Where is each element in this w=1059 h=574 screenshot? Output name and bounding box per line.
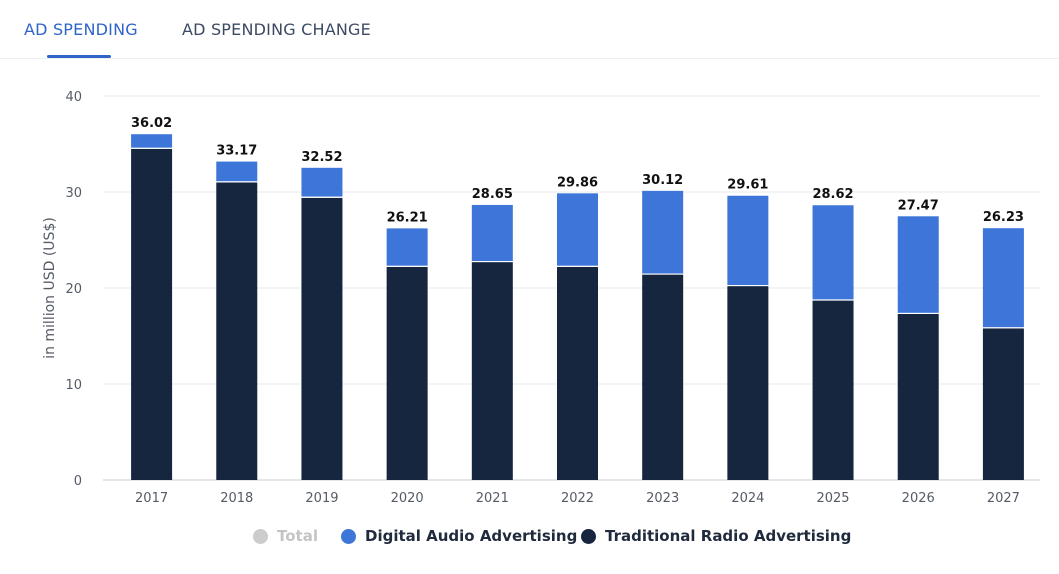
- bar-traditional-radio[interactable]: [727, 286, 769, 480]
- x-tick-label: 2027: [987, 491, 1020, 506]
- legend-dot-digital-audio: [341, 528, 356, 544]
- y-tick-label: 30: [65, 186, 82, 201]
- total-data-label: 30.12: [642, 173, 683, 188]
- bar-traditional-radio[interactable]: [897, 313, 939, 480]
- total-data-label: 33.17: [216, 144, 257, 159]
- x-tick-label: 2020: [391, 491, 424, 506]
- bar-traditional-radio[interactable]: [386, 266, 428, 480]
- y-axis-title: in million USD (US$): [42, 217, 58, 359]
- bar-traditional-radio[interactable]: [216, 182, 258, 480]
- bar-digital-audio[interactable]: [216, 161, 258, 182]
- x-tick-label: 2017: [135, 491, 168, 506]
- bar-digital-audio[interactable]: [386, 228, 428, 266]
- x-tick-label: 2023: [646, 491, 679, 506]
- total-data-label: 26.23: [983, 210, 1024, 225]
- x-tick-label: 2024: [731, 491, 764, 506]
- y-tick-label: 20: [65, 282, 82, 297]
- legend-item-total[interactable]: Total: [253, 524, 318, 548]
- y-tick-label: 40: [65, 90, 82, 105]
- total-data-label: 32.52: [301, 150, 342, 165]
- legend-label-digital-audio: Digital Audio Advertising: [365, 527, 578, 545]
- bar-digital-audio[interactable]: [301, 167, 343, 197]
- bar-traditional-radio[interactable]: [642, 274, 684, 480]
- total-data-label: 36.02: [131, 116, 172, 131]
- bar-digital-audio[interactable]: [557, 193, 598, 266]
- legend-label-traditional-radio: Traditional Radio Advertising: [605, 527, 852, 545]
- bar-digital-audio[interactable]: [642, 190, 684, 274]
- x-tick-label: 2025: [816, 491, 849, 506]
- total-data-label: 26.21: [387, 210, 428, 225]
- total-data-label: 29.61: [727, 178, 768, 193]
- legend-dot-traditional-radio: [581, 528, 596, 544]
- stacked-bar-chart: 0 10 20 30 40 36.02 2017 33.17 2018 32.52 2019 26.2…: [42, 90, 1040, 506]
- legend-item-digital-audio[interactable]: Digital Audio Advertising: [341, 524, 577, 548]
- tab-bar: AD SPENDING AD SPENDING CHANGE: [0, 0, 1059, 59]
- x-tick-label: 2018: [220, 491, 253, 506]
- bar-traditional-radio[interactable]: [131, 148, 173, 481]
- bar-digital-audio[interactable]: [727, 195, 769, 286]
- total-data-label: 29.86: [557, 175, 598, 190]
- y-tick-label: 0: [74, 474, 82, 489]
- legend-dot-total: [253, 528, 268, 544]
- legend-item-traditional-radio[interactable]: Traditional Radio Advertising: [581, 524, 851, 548]
- bar-digital-audio[interactable]: [131, 134, 173, 148]
- bar-traditional-radio[interactable]: [557, 266, 598, 480]
- bar-digital-audio[interactable]: [897, 216, 939, 313]
- total-data-label: 28.62: [812, 187, 853, 202]
- legend-label-total: Total: [277, 527, 318, 545]
- y-tick-label: 10: [65, 378, 82, 393]
- bar-traditional-radio[interactable]: [982, 328, 1024, 480]
- bar-traditional-radio[interactable]: [301, 197, 343, 480]
- x-tick-label: 2026: [902, 491, 935, 506]
- active-tab-indicator: [47, 55, 111, 58]
- chart-legend: Total Digital Audio Advertising Traditio…: [0, 524, 1059, 548]
- total-data-label: 27.47: [898, 198, 939, 213]
- bar-digital-audio[interactable]: [982, 228, 1024, 328]
- total-data-label: 28.65: [472, 187, 513, 202]
- bar-digital-audio[interactable]: [471, 204, 513, 262]
- bar-traditional-radio[interactable]: [812, 300, 854, 480]
- x-tick-label: 2022: [561, 491, 594, 506]
- bar-traditional-radio[interactable]: [471, 262, 513, 480]
- bar-digital-audio[interactable]: [812, 205, 854, 300]
- x-tick-label: 2019: [305, 491, 338, 506]
- x-tick-label: 2021: [476, 491, 509, 506]
- tab-ad-spending-change[interactable]: AD SPENDING CHANGE: [182, 20, 371, 39]
- tab-ad-spending[interactable]: AD SPENDING: [24, 20, 138, 39]
